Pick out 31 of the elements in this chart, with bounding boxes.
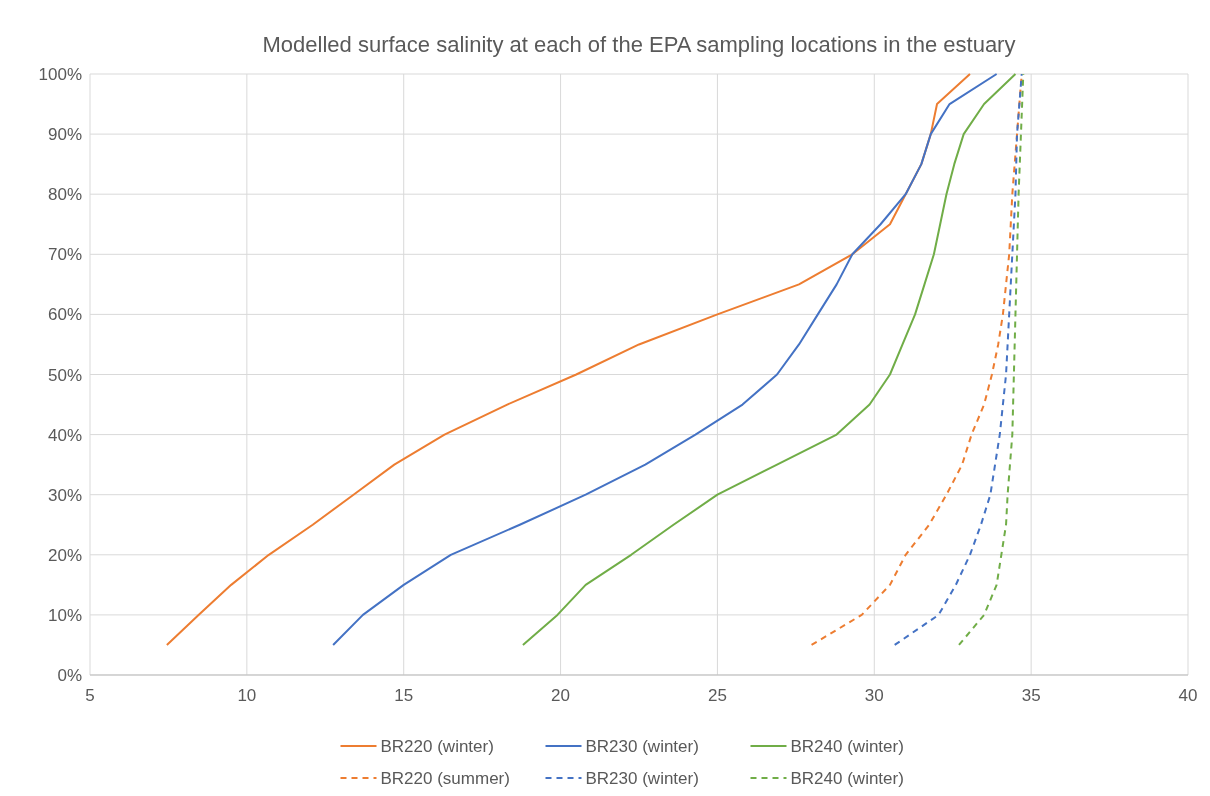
x-tick-label: 30: [864, 686, 884, 705]
y-tick-label: 40%: [47, 425, 82, 445]
x-tick-label: 25: [707, 686, 727, 705]
line-series: [893, 73, 1023, 646]
x-tick-label: 20: [551, 686, 571, 705]
x-tick-label: 5: [85, 686, 95, 705]
y-tick-label: 90%: [47, 125, 82, 145]
x-tick-label: 15: [394, 686, 414, 705]
legend-label: BR230 (winter): [585, 769, 699, 788]
y-tick-label: 80%: [47, 185, 82, 205]
legend-label: BR240 (winter): [790, 769, 904, 788]
legend-label: BR220 (winter): [380, 737, 494, 756]
line-series: [521, 73, 1017, 646]
y-tick-label: 30%: [47, 485, 82, 505]
x-tick-label: 10: [237, 686, 257, 705]
y-tick-label: 100%: [38, 65, 82, 84]
y-tick-label: 0%: [57, 666, 82, 685]
y-tick-label: 20%: [47, 545, 82, 565]
legend-label: BR220 (summer): [380, 769, 510, 788]
y-tick-label: 60%: [47, 305, 82, 325]
y-tick-label: 10%: [47, 605, 82, 625]
chart-title: Modelled surface salinity at each of the EPA sampling locations in the estuary: [262, 32, 1016, 57]
y-tick-label: 50%: [47, 365, 82, 385]
line-series: [957, 73, 1025, 646]
x-tick-label: 35: [1021, 686, 1041, 705]
line-series: [332, 73, 998, 646]
y-tick-label: 70%: [47, 245, 82, 265]
legend-label: BR240 (winter): [790, 737, 904, 756]
x-tick-label: 40: [1178, 686, 1198, 705]
legend-label: BR230 (winter): [585, 737, 699, 756]
line-series: [165, 73, 971, 646]
